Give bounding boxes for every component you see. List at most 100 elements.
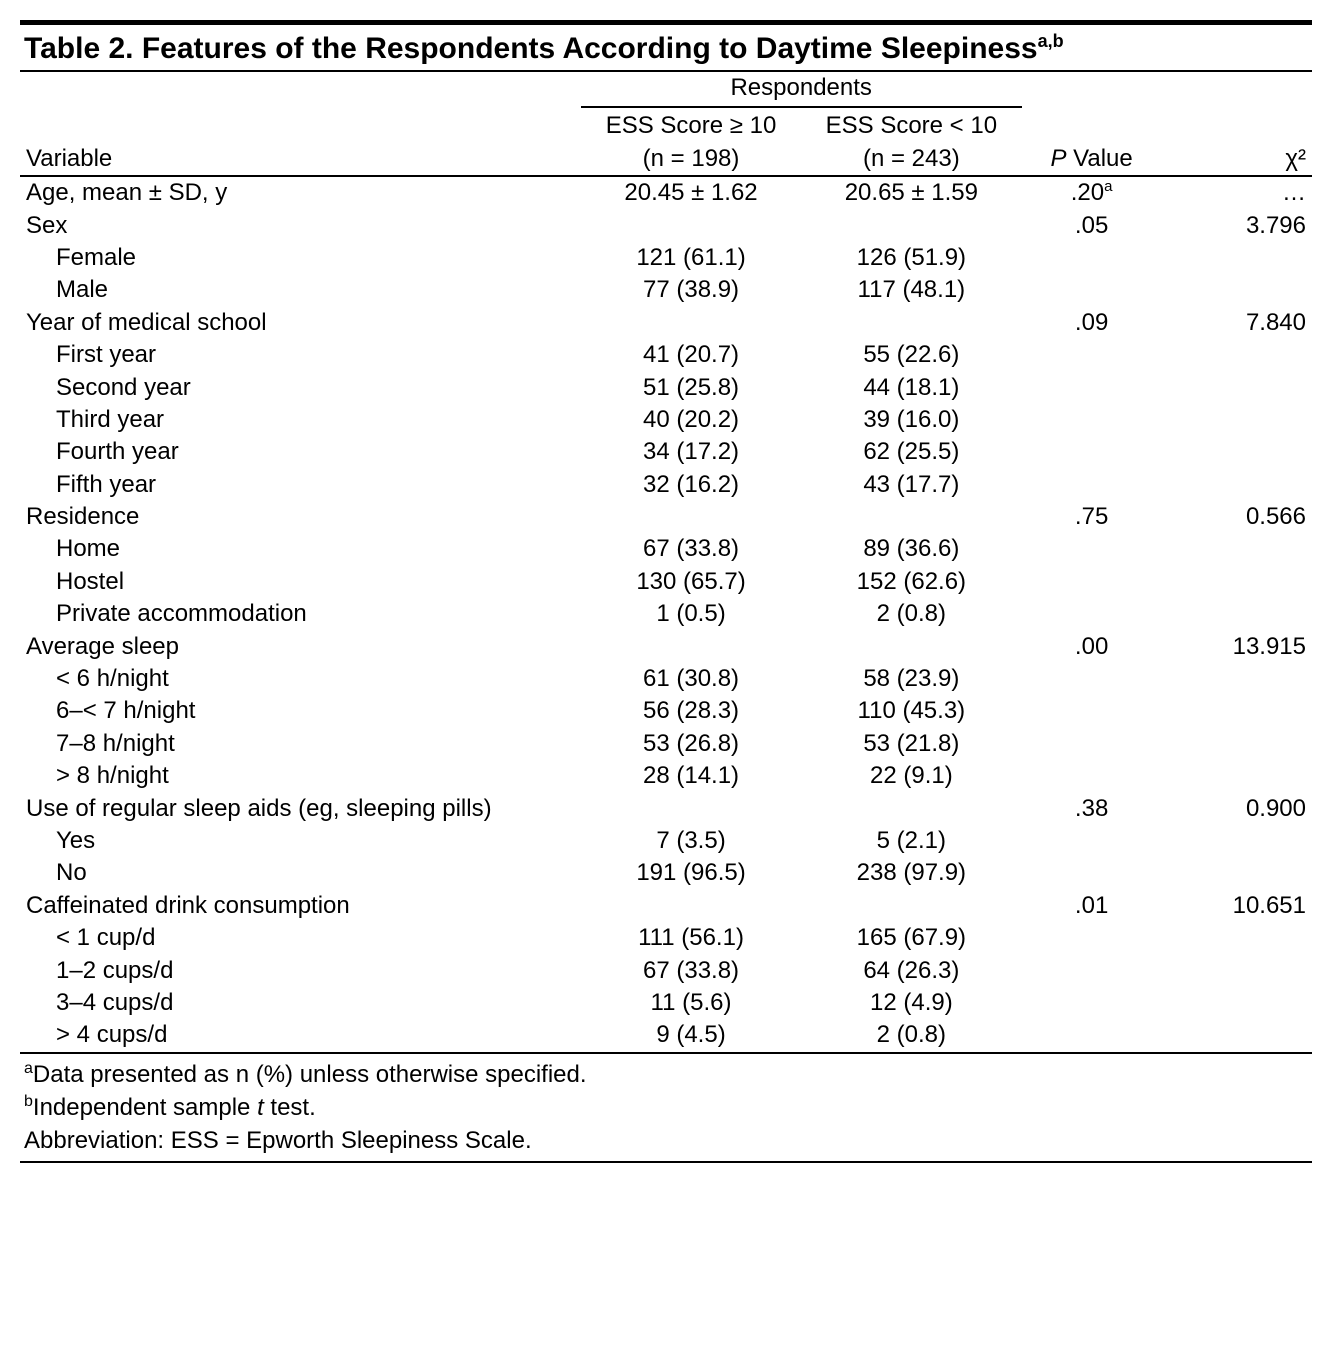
table-row: Female121 (61.1)126 (51.9) — [20, 242, 1312, 274]
cell-chi2 — [1162, 955, 1312, 987]
bottom-rule — [20, 1161, 1312, 1163]
cell-group2: 2 (0.8) — [801, 598, 1021, 630]
cell-group1 — [581, 501, 801, 533]
cell-group2: 89 (36.6) — [801, 533, 1021, 565]
cell-group2: 2 (0.8) — [801, 1019, 1021, 1051]
cell-group1: 67 (33.8) — [581, 533, 801, 565]
footnote-b-suffix: test. — [264, 1094, 316, 1121]
table-row: Third year40 (20.2)39 (16.0) — [20, 404, 1312, 436]
table-title: Table 2. Features of the Respondents Acc… — [20, 25, 1312, 70]
table-row: Caffeinated drink consumption .0110.651 — [20, 890, 1312, 922]
header-chi2: χ² — [1162, 107, 1312, 176]
cell-pvalue — [1022, 274, 1162, 306]
footnote-b-italic: t — [257, 1094, 264, 1121]
table-row: Hostel130 (65.7)152 (62.6) — [20, 566, 1312, 598]
cell-group2: 238 (97.9) — [801, 857, 1021, 889]
header-group1-line2: (n = 198) — [643, 145, 740, 172]
cell-chi2 — [1162, 533, 1312, 565]
cell-pvalue — [1022, 372, 1162, 404]
cell-group1: 130 (65.7) — [581, 566, 801, 598]
cell-group2: 12 (4.9) — [801, 987, 1021, 1019]
cell-pvalue — [1022, 1019, 1162, 1051]
cell-group2: 53 (21.8) — [801, 728, 1021, 760]
cell-group1: 111 (56.1) — [581, 922, 801, 954]
cell-pvalue: .09 — [1022, 307, 1162, 339]
cell-pvalue: .38 — [1022, 793, 1162, 825]
row-label: Residence — [20, 501, 581, 533]
row-sublabel: First year — [20, 339, 581, 371]
footnote-a: aData presented as n (%) unless otherwis… — [24, 1058, 1312, 1091]
cell-group2: 62 (25.5) — [801, 436, 1021, 468]
row-label: Caffeinated drink consumption — [20, 890, 581, 922]
cell-group1: 51 (25.8) — [581, 372, 801, 404]
cell-chi2: 0.900 — [1162, 793, 1312, 825]
row-sublabel: 7–8 h/night — [20, 728, 581, 760]
cell-group2: 64 (26.3) — [801, 955, 1021, 987]
table-row: Yes7 (3.5)5 (2.1) — [20, 825, 1312, 857]
cell-group2: 39 (16.0) — [801, 404, 1021, 436]
title-main: Features of the Respondents According to… — [142, 32, 1038, 65]
header-spanner: Respondents — [581, 72, 1022, 107]
footnote-b: bIndependent sample t test. — [24, 1091, 1312, 1124]
cell-group1: 40 (20.2) — [581, 404, 801, 436]
cell-chi2 — [1162, 728, 1312, 760]
cell-pvalue — [1022, 598, 1162, 630]
footnote-b-prefix: Independent sample — [33, 1094, 257, 1121]
cell-group1 — [581, 631, 801, 663]
title-prefix: Table 2. — [24, 32, 142, 65]
cell-pvalue — [1022, 760, 1162, 792]
row-sublabel: Female — [20, 242, 581, 274]
row-sublabel: Third year — [20, 404, 581, 436]
cell-group1: 28 (14.1) — [581, 760, 801, 792]
row-label: Use of regular sleep aids (eg, sleeping … — [20, 793, 581, 825]
footnote-a-text: Data presented as n (%) unless otherwise… — [33, 1061, 587, 1088]
header-group2-line1: ESS Score < 10 — [826, 112, 997, 139]
row-label: Sex — [20, 210, 581, 242]
cell-group2 — [801, 501, 1021, 533]
cell-chi2 — [1162, 242, 1312, 274]
cell-chi2 — [1162, 404, 1312, 436]
row-sublabel: 1–2 cups/d — [20, 955, 581, 987]
cell-group2: 58 (23.9) — [801, 663, 1021, 695]
cell-chi2 — [1162, 663, 1312, 695]
row-sublabel: Male — [20, 274, 581, 306]
cell-group2: 117 (48.1) — [801, 274, 1021, 306]
row-sublabel: Hostel — [20, 566, 581, 598]
table-row: < 6 h/night61 (30.8)58 (23.9) — [20, 663, 1312, 695]
cell-group1: 20.45 ± 1.62 — [581, 176, 801, 209]
row-sublabel: Yes — [20, 825, 581, 857]
cell-pvalue — [1022, 728, 1162, 760]
cell-pvalue: .05 — [1022, 210, 1162, 242]
table-row: First year41 (20.7)55 (22.6) — [20, 339, 1312, 371]
cell-pvalue: .01 — [1022, 890, 1162, 922]
cell-pvalue — [1022, 663, 1162, 695]
row-sublabel: < 6 h/night — [20, 663, 581, 695]
cell-chi2: 10.651 — [1162, 890, 1312, 922]
cell-group1: 121 (61.1) — [581, 242, 801, 274]
cell-chi2 — [1162, 469, 1312, 501]
table-row: < 1 cup/d111 (56.1)165 (67.9) — [20, 922, 1312, 954]
cell-group1: 61 (30.8) — [581, 663, 801, 695]
cell-pvalue — [1022, 857, 1162, 889]
cell-chi2 — [1162, 339, 1312, 371]
cell-pvalue: .20a — [1022, 176, 1162, 209]
table-row: Male77 (38.9)117 (48.1) — [20, 274, 1312, 306]
cell-group2: 110 (45.3) — [801, 695, 1021, 727]
cell-pvalue — [1022, 242, 1162, 274]
cell-group2: 22 (9.1) — [801, 760, 1021, 792]
cell-pvalue — [1022, 566, 1162, 598]
footnote-abbrev: Abbreviation: ESS = Epworth Sleepiness S… — [24, 1125, 1312, 1157]
cell-pvalue — [1022, 987, 1162, 1019]
table-row: Age, mean ± SD, y20.45 ± 1.6220.65 ± 1.5… — [20, 176, 1312, 209]
table-row: 7–8 h/night53 (26.8)53 (21.8) — [20, 728, 1312, 760]
cell-chi2: 13.915 — [1162, 631, 1312, 663]
cell-group1: 7 (3.5) — [581, 825, 801, 857]
cell-chi2 — [1162, 922, 1312, 954]
header-group2: ESS Score < 10 (n = 243) — [801, 107, 1021, 176]
row-sublabel: > 4 cups/d — [20, 1019, 581, 1051]
row-label: Year of medical school — [20, 307, 581, 339]
cell-group2: 43 (17.7) — [801, 469, 1021, 501]
cell-pvalue: .00 — [1022, 631, 1162, 663]
table-header: Respondents Variable ESS Score ≥ 10 (n =… — [20, 72, 1312, 176]
cell-group1 — [581, 210, 801, 242]
